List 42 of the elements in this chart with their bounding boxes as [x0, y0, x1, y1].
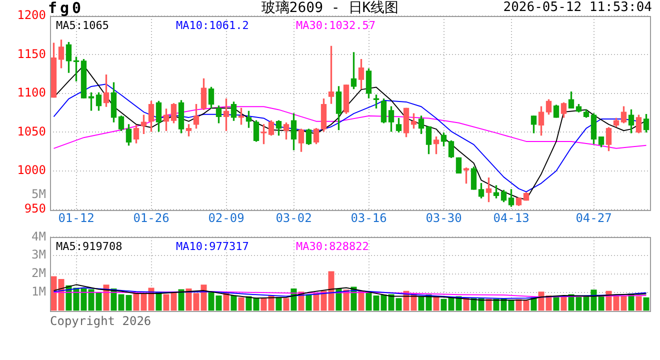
text: 5M — [32, 186, 46, 202]
y-tick-label: 1M — [32, 284, 46, 299]
y-tick-label: 1050 — [17, 124, 46, 138]
x-tick-label: 02-09 — [208, 210, 244, 225]
text: MA5:1065 — [56, 18, 109, 32]
bar — [643, 297, 650, 311]
y-tick-label: 4M — [32, 229, 46, 244]
y-tick-label: 3M — [32, 248, 46, 262]
y-tick-label: 1100 — [17, 86, 46, 100]
x-tick-label: 01-12 — [58, 210, 94, 225]
bar — [306, 294, 312, 311]
bar — [343, 290, 350, 311]
bar — [560, 296, 567, 311]
text: Copyright 2026 — [50, 312, 152, 329]
bar — [283, 298, 290, 311]
annotation: fg0 — [48, 0, 84, 17]
bar — [433, 296, 440, 311]
y-tick-label: 2M — [32, 266, 46, 280]
y-tick-label: 1000 — [17, 163, 46, 178]
x-tick-label: 01-26 — [133, 210, 170, 225]
chart-title: 玻璃2609 - 日K线图 — [261, 0, 399, 16]
x-tick-label: 03-16 — [350, 210, 387, 225]
bar — [230, 296, 237, 311]
text: MA10:977317 — [176, 240, 249, 254]
y-tick-label: 1200 — [17, 8, 46, 22]
x-tick-label: 03-02 — [276, 210, 312, 225]
x-tick-label: 04-13 — [493, 210, 530, 225]
x-tick-label: 03-30 — [426, 210, 462, 225]
text: MA30:1032.57 — [296, 18, 376, 32]
bar — [156, 292, 162, 311]
bar — [276, 297, 282, 311]
y-tick-label: 950 — [24, 202, 46, 216]
y-tick-label: 1150 — [17, 46, 46, 61]
x-tick-label: 04-27 — [576, 210, 612, 225]
text: 2026-05-12 11:53:04 — [503, 0, 652, 16]
bar — [553, 297, 560, 311]
text: MA5:919708 — [56, 240, 122, 254]
text: MA30:828822 — [296, 240, 369, 254]
bar — [238, 297, 244, 311]
text: MA10:1061.2 — [176, 18, 249, 32]
bar — [636, 296, 642, 311]
bar — [178, 289, 184, 311]
